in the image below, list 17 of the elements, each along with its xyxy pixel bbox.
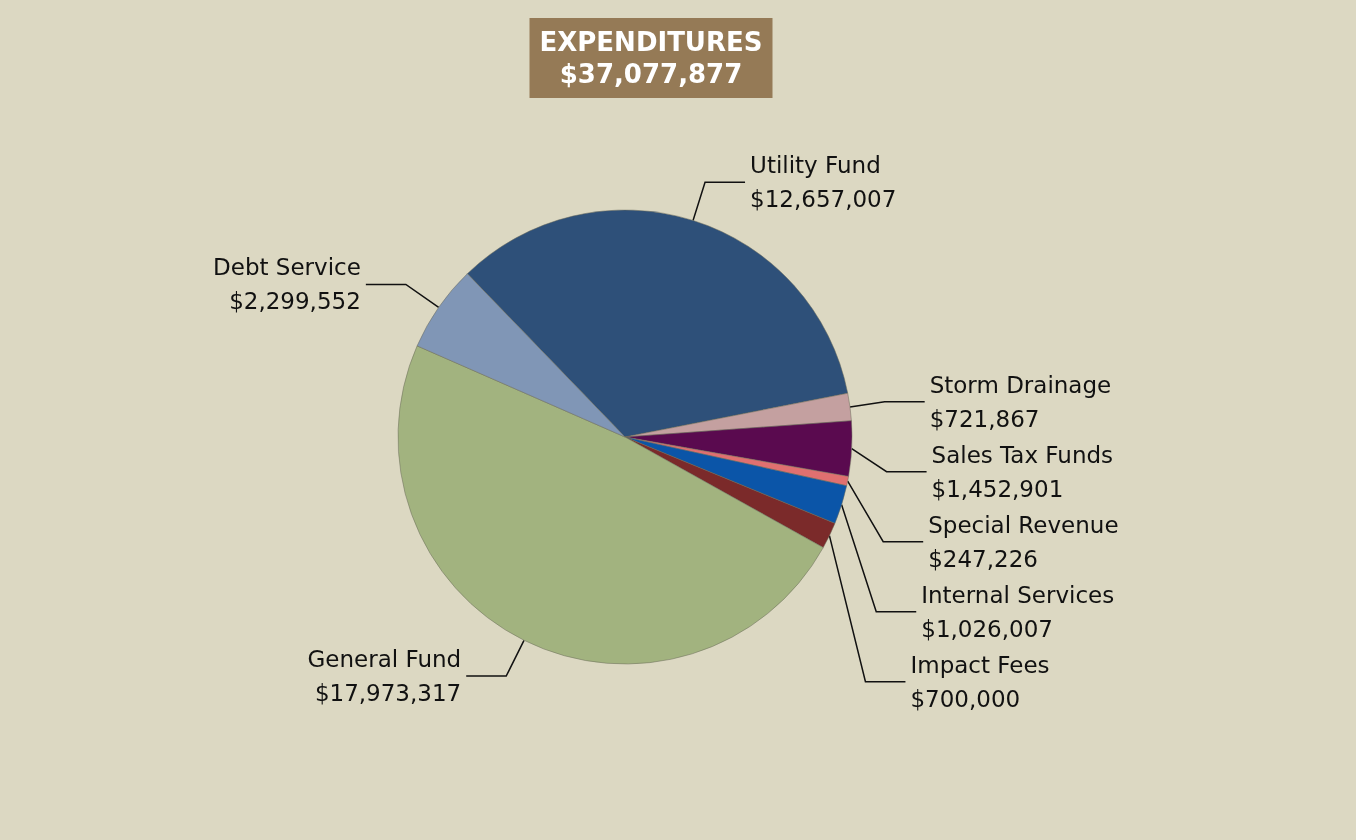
data-label: $17,973,317 [314, 680, 462, 707]
slice-label: Utility Fund [750, 152, 881, 179]
slice-label: Impact Fees [910, 651, 1050, 678]
slice-label: General Fund [307, 646, 462, 673]
slice-label: Debt Service [213, 254, 361, 281]
data-label: $247,226 [928, 545, 1038, 572]
data-label: $721,867 [929, 405, 1040, 432]
data-label: $1,452,901 [931, 475, 1064, 502]
data-label: $1,026,007 [921, 615, 1053, 642]
slice-label: Sales Tax Funds [931, 441, 1114, 468]
data-label: $12,657,007 [750, 186, 897, 213]
slice-label: Internal Services [921, 581, 1115, 608]
slice-label: Special Revenue [928, 511, 1119, 538]
slice-label: Storm Drainage [929, 371, 1112, 398]
chart-title: EXPENDITURES $37,077,877 [539, 27, 763, 89]
data-label: $2,299,552 [229, 288, 361, 315]
data-label: $700,000 [910, 685, 1021, 712]
